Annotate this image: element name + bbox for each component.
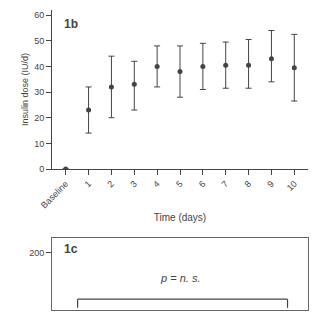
svg-text:50: 50 bbox=[34, 36, 44, 46]
svg-text:200: 200 bbox=[29, 248, 44, 258]
svg-text:30: 30 bbox=[34, 87, 44, 97]
svg-text:8: 8 bbox=[243, 179, 254, 190]
svg-text:p = n. s.: p = n. s. bbox=[160, 272, 200, 284]
svg-text:1: 1 bbox=[83, 179, 94, 190]
svg-text:Time (days): Time (days) bbox=[154, 212, 206, 223]
svg-text:7: 7 bbox=[220, 179, 231, 190]
svg-text:1b: 1b bbox=[64, 17, 78, 31]
svg-text:10: 10 bbox=[285, 179, 299, 193]
svg-text:Insulin dose (IU/d): Insulin dose (IU/d) bbox=[20, 53, 30, 126]
svg-text:2: 2 bbox=[105, 179, 116, 190]
svg-text:Baseline: Baseline bbox=[39, 179, 70, 210]
svg-text:3: 3 bbox=[128, 179, 139, 190]
svg-text:40: 40 bbox=[34, 62, 44, 72]
svg-text:1c: 1c bbox=[64, 242, 78, 256]
svg-text:60: 60 bbox=[34, 10, 44, 20]
svg-text:10: 10 bbox=[34, 139, 44, 149]
svg-text:0: 0 bbox=[39, 164, 44, 174]
svg-text:20: 20 bbox=[34, 113, 44, 123]
svg-text:6: 6 bbox=[197, 179, 208, 190]
svg-text:9: 9 bbox=[265, 179, 276, 190]
svg-text:5: 5 bbox=[174, 179, 185, 190]
svg-text:4: 4 bbox=[151, 179, 162, 190]
